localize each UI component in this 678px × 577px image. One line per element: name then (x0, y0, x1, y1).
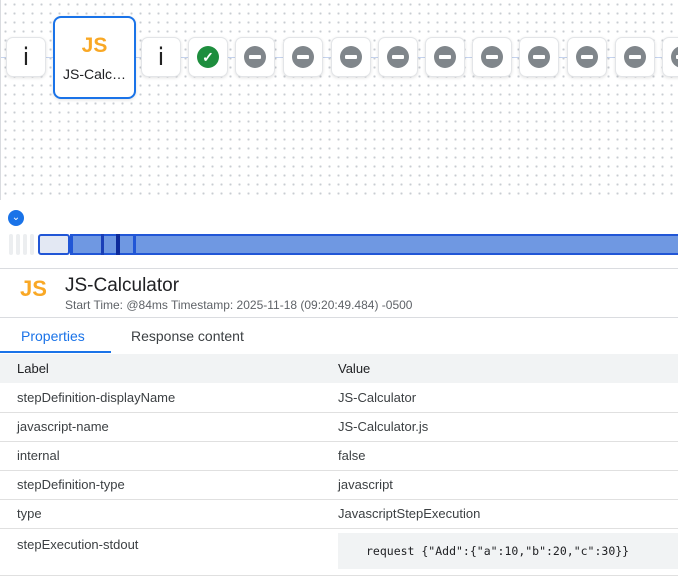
table-row: stepDefinition-type javascript (0, 470, 678, 500)
row-label: internal (0, 441, 330, 471)
flow-node-success[interactable]: ✓ (188, 37, 228, 77)
table-row: internal false (0, 441, 678, 471)
flow-node-skipped[interactable] (472, 37, 512, 77)
row-label: stepDefinition-displayName (0, 383, 330, 413)
info-icon: i (22, 43, 30, 71)
minus-circle-icon (671, 46, 678, 68)
minus-circle-icon (340, 46, 362, 68)
divider (0, 317, 678, 318)
node-label: JS-Calc… (62, 65, 126, 82)
row-value: request {"Add":{"a":10,"b":20,"c":30}} (330, 528, 678, 576)
flow-node-skipped[interactable] (331, 37, 371, 77)
minus-circle-icon (624, 46, 646, 68)
flow-node-skipped[interactable] (235, 37, 275, 77)
row-label: stepExecution-stdout (0, 528, 330, 576)
row-value: javascript (330, 470, 678, 500)
flow-node-skipped[interactable] (567, 37, 607, 77)
timeline-marker (70, 234, 73, 255)
flow-node-skipped[interactable] (662, 37, 678, 77)
javascript-icon: JS (20, 276, 47, 301)
row-value: false (330, 441, 678, 471)
timeline-tick (30, 234, 34, 255)
minus-circle-icon (528, 46, 550, 68)
info-icon: i (157, 43, 165, 71)
row-value: JavascriptStepExecution (330, 499, 678, 529)
timeline-tick (9, 234, 13, 255)
timeline-marker (133, 234, 136, 255)
flow-node-info[interactable]: i (141, 37, 181, 77)
active-tab-indicator (0, 351, 111, 353)
timeline-segment[interactable] (38, 234, 70, 255)
row-label: javascript-name (0, 412, 330, 442)
check-circle-icon: ✓ (197, 46, 219, 68)
flow-node-info[interactable]: i (6, 37, 46, 77)
timeline-tick (23, 234, 27, 255)
tab-response-content[interactable]: Response content (131, 328, 244, 344)
table-row: type JavascriptStepExecution (0, 499, 678, 529)
column-header-label: Label (0, 354, 330, 383)
row-label: type (0, 499, 330, 529)
javascript-icon: JS (81, 33, 108, 57)
flow-node-skipped[interactable] (425, 37, 465, 77)
table-row: stepDefinition-displayName JS-Calculator (0, 383, 678, 413)
minus-circle-icon (387, 46, 409, 68)
minus-circle-icon (292, 46, 314, 68)
table-row: stepExecution-stdout request {"Add":{"a":… (0, 528, 678, 576)
minus-circle-icon (434, 46, 456, 68)
step-subtitle: Start Time: @84ms Timestamp: 2025-11-18 … (65, 298, 413, 312)
row-label: stepDefinition-type (0, 470, 330, 500)
flow-canvas: i JS JS-Calc… i ✓ (0, 0, 678, 200)
tab-properties[interactable]: Properties (21, 328, 85, 344)
minus-circle-icon (244, 46, 266, 68)
flow-node-skipped[interactable] (283, 37, 323, 77)
step-title: JS-Calculator (65, 275, 180, 296)
table-row: javascript-name JS-Calculator.js (0, 412, 678, 442)
stdout-code-block: request {"Add":{"a":10,"b":20,"c":30}} (338, 532, 678, 569)
row-value: JS-Calculator.js (330, 412, 678, 442)
timeline-bar[interactable] (70, 234, 678, 255)
table-header: Label Value (0, 354, 678, 383)
chevron-down-icon[interactable]: ⌄ (8, 210, 24, 226)
minus-circle-icon (481, 46, 503, 68)
flow-node-skipped[interactable] (519, 37, 559, 77)
minus-circle-icon (576, 46, 598, 68)
properties-table: Label Value stepDefinition-displayName JS-… (0, 354, 678, 576)
flow-node-skipped[interactable] (615, 37, 655, 77)
timeline-marker-selected[interactable] (116, 234, 120, 255)
divider (0, 268, 678, 269)
flow-node-skipped[interactable] (378, 37, 418, 77)
flow-node-js-calculator[interactable]: JS JS-Calc… (53, 16, 136, 99)
column-header-value: Value (330, 354, 678, 383)
timeline-marker (101, 234, 104, 255)
row-value: JS-Calculator (330, 383, 678, 413)
timeline-tick (16, 234, 20, 255)
